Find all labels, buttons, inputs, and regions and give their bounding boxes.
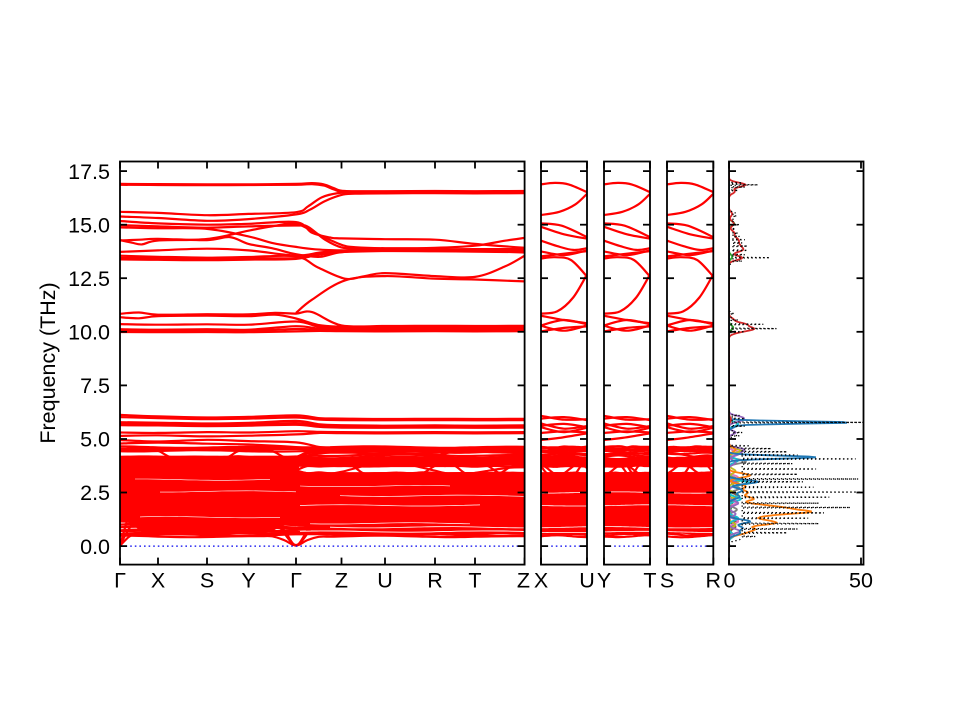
svg-text:X: X xyxy=(151,569,165,593)
svg-text:R: R xyxy=(706,569,722,593)
svg-text:50: 50 xyxy=(849,569,873,593)
svg-text:R: R xyxy=(427,569,443,593)
svg-text:12.5: 12.5 xyxy=(68,267,110,291)
svg-text:X: X xyxy=(534,569,548,593)
svg-text:T: T xyxy=(643,569,656,593)
svg-text:Γ: Γ xyxy=(114,569,126,593)
svg-text:5.0: 5.0 xyxy=(80,428,110,452)
svg-text:7.5: 7.5 xyxy=(80,374,110,398)
svg-text:Y: Y xyxy=(597,569,611,593)
svg-text:S: S xyxy=(660,569,674,593)
svg-text:T: T xyxy=(468,569,481,593)
svg-text:Z: Z xyxy=(335,569,348,593)
svg-text:Y: Y xyxy=(241,569,255,593)
svg-text:0.0: 0.0 xyxy=(80,535,110,559)
svg-text:U: U xyxy=(579,569,595,593)
svg-text:17.5: 17.5 xyxy=(68,160,110,184)
svg-text:U: U xyxy=(377,569,393,593)
svg-text:0: 0 xyxy=(724,569,736,593)
svg-text:Γ: Γ xyxy=(290,569,302,593)
svg-text:15.0: 15.0 xyxy=(68,213,110,237)
svg-text:2.5: 2.5 xyxy=(80,481,110,505)
svg-text:Frequency (THz): Frequency (THz) xyxy=(36,282,60,443)
svg-text:Z: Z xyxy=(517,569,530,593)
svg-text:S: S xyxy=(200,569,214,593)
svg-text:10.0: 10.0 xyxy=(68,321,110,345)
